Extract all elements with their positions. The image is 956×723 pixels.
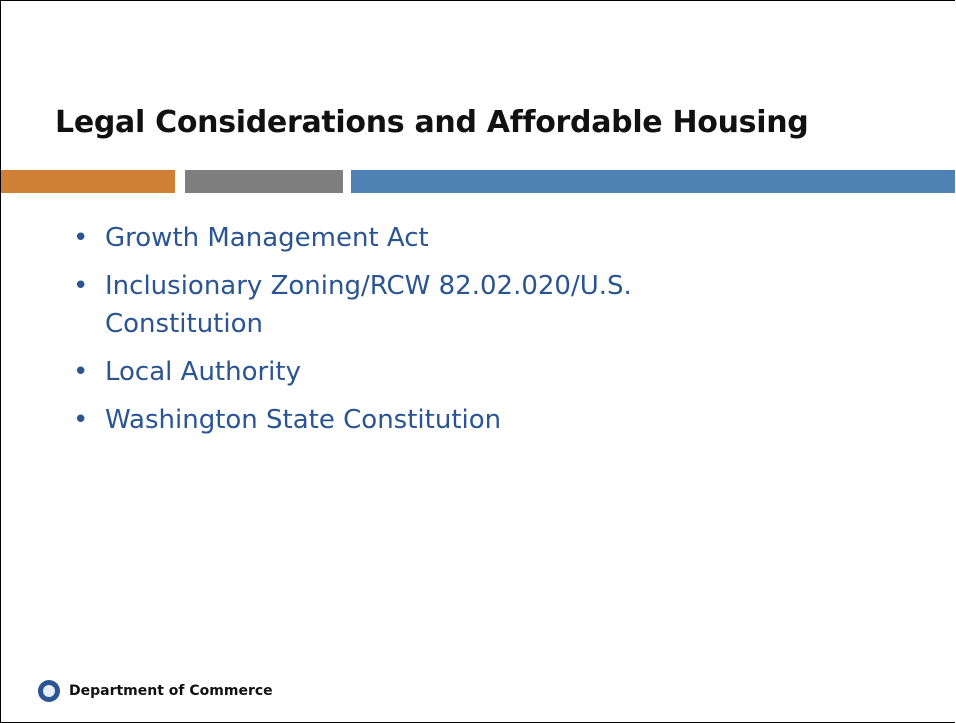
- accent-bar: [351, 170, 955, 193]
- slide-title: Legal Considerations and Affordable Hous…: [55, 105, 809, 140]
- bullet-item: Inclusionary Zoning/RCW 82.02.020/U.S. C…: [73, 267, 793, 343]
- bullet-item: Washington State Constitution: [73, 401, 793, 439]
- footer-text: Department of Commerce: [69, 683, 273, 699]
- accent-bar: [185, 170, 343, 193]
- bullet-item: Growth Management Act: [73, 219, 793, 257]
- footer: Department of Commerce: [37, 679, 273, 703]
- logo: [38, 680, 60, 702]
- accent-bar: [1, 170, 175, 193]
- bullet-list: Growth Management Act Inclusionary Zoning…: [73, 219, 793, 449]
- bullet-item: Local Authority: [73, 353, 793, 391]
